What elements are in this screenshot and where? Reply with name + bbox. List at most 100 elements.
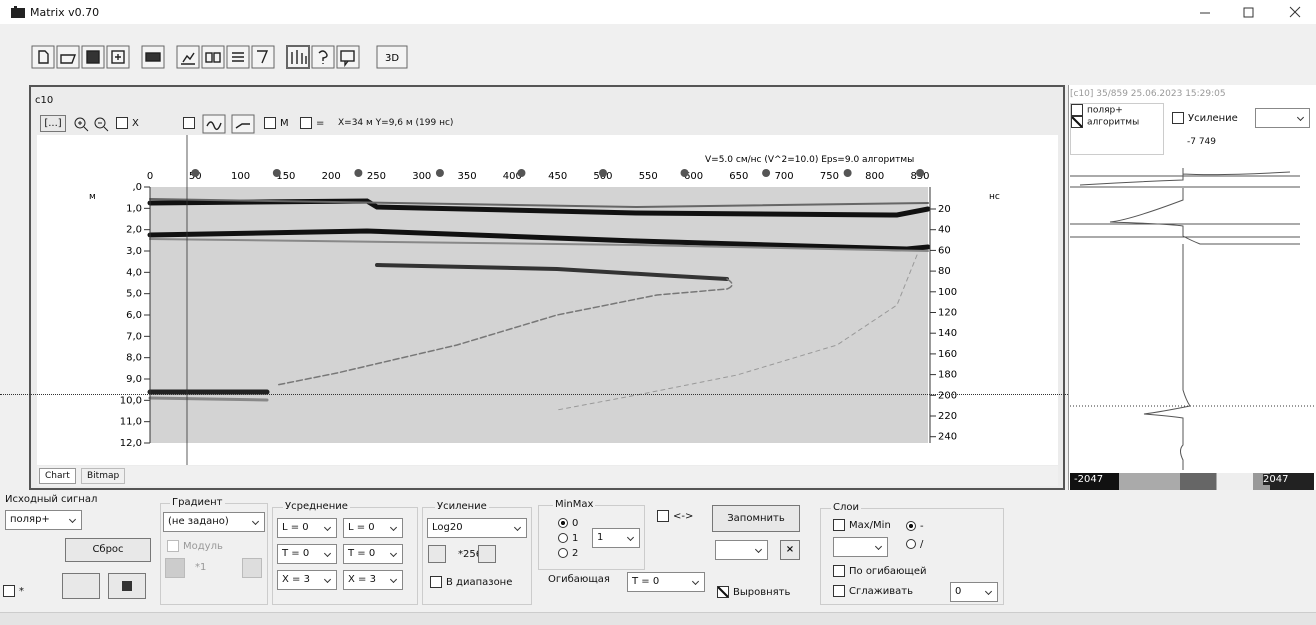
app-window: Matrix v0.70 3D c10 [...] X M = X=34 м Y… xyxy=(0,0,1316,625)
gain-select[interactable] xyxy=(1255,108,1310,128)
smooth-check[interactable]: Сглаживать xyxy=(833,585,913,597)
remember-select[interactable] xyxy=(715,540,768,560)
gain-group-label: Усиление xyxy=(435,501,489,512)
reset-button[interactable]: Сброс xyxy=(65,538,151,562)
time-tick-label: 200 xyxy=(938,390,957,401)
tab-strip: Chart Bitmap xyxy=(37,466,1058,486)
averaging-select[interactable]: X = 3 xyxy=(277,570,337,590)
polar-label: поляр+ xyxy=(1087,106,1123,116)
zoom-buttons[interactable] xyxy=(72,115,112,133)
x-tick-label: 100 xyxy=(231,171,250,182)
time-tick-label: 240 xyxy=(938,432,957,443)
averaging-select[interactable]: X = 3 xyxy=(343,570,403,590)
title-bar xyxy=(0,0,1316,24)
time-tick-label: 80 xyxy=(938,266,951,277)
clear-button[interactable]: × xyxy=(780,540,800,560)
x-tick-label: 750 xyxy=(820,171,839,182)
source-select[interactable]: поляр+ xyxy=(5,510,82,530)
gradient-minus[interactable] xyxy=(165,558,185,578)
time-tick-label: 160 xyxy=(938,349,957,360)
marker xyxy=(599,169,607,177)
depth-tick-label: 7,0 xyxy=(126,331,142,342)
range-check[interactable]: В диапазоне xyxy=(430,576,512,588)
gradient-plus[interactable] xyxy=(242,558,262,578)
marker xyxy=(191,169,199,177)
x-tick-label: 700 xyxy=(775,171,794,182)
averaging-select[interactable]: T = 0 xyxy=(277,544,337,564)
depth-tick-label: ,0 xyxy=(132,182,142,193)
time-tick-label: 60 xyxy=(938,245,951,256)
open-button[interactable] xyxy=(62,573,100,599)
save-button[interactable] xyxy=(108,573,146,599)
depth-tick-label: 5,0 xyxy=(126,289,142,300)
marker xyxy=(517,169,525,177)
smooth-select[interactable]: 0 xyxy=(950,582,998,602)
envelope-select[interactable]: T = 0 xyxy=(627,572,705,592)
radio-label: 2 xyxy=(572,548,578,559)
modulus-label: Модуль xyxy=(183,541,223,552)
x-tick-label: 800 xyxy=(865,171,884,182)
gradient-select[interactable]: (не задано) xyxy=(163,512,265,532)
source-label: Исходный сигнал xyxy=(5,494,97,505)
depth-unit: м xyxy=(89,192,96,202)
check-m[interactable]: M xyxy=(264,117,289,129)
averaging-select[interactable]: L = 0 xyxy=(343,518,403,538)
star-check[interactable]: * xyxy=(3,585,24,597)
layer-radio-1[interactable]: - xyxy=(906,521,924,532)
x-tick-label: 650 xyxy=(729,171,748,182)
marker xyxy=(354,169,362,177)
app-icon xyxy=(10,5,26,19)
x-tick-label: 350 xyxy=(458,171,477,182)
tab-chart[interactable]: Chart xyxy=(39,468,76,484)
window-controls[interactable] xyxy=(1190,4,1310,20)
tab-bitmap[interactable]: Bitmap xyxy=(81,468,125,484)
x-tick-label: 250 xyxy=(367,171,386,182)
by-envelope-check[interactable]: По огибающей xyxy=(833,565,926,577)
averaging-select[interactable]: T = 0 xyxy=(343,544,403,564)
remember-button[interactable]: Запомнить xyxy=(712,505,800,532)
check-blank[interactable] xyxy=(183,117,199,129)
toolbar[interactable]: 3D xyxy=(30,44,550,72)
depth-tick-label: 10,0 xyxy=(120,395,142,406)
x-tick-label: 450 xyxy=(548,171,567,182)
align-check[interactable]: Выровнять xyxy=(717,586,790,598)
gain-minus[interactable] xyxy=(428,545,446,563)
window-title: Matrix v0.70 xyxy=(30,6,99,19)
check-x[interactable]: X xyxy=(116,117,139,129)
maxmin-check[interactable]: Max/Min xyxy=(833,519,891,531)
minmax-select[interactable]: 1 xyxy=(592,528,640,548)
radio-label: / xyxy=(920,539,923,550)
check-eq[interactable]: = xyxy=(300,117,324,129)
minmax-radios[interactable]: 0 1 2 xyxy=(558,516,578,561)
gain-label: Усиление xyxy=(1188,113,1238,124)
star-label: * xyxy=(19,586,24,597)
line-buttons[interactable] xyxy=(202,114,262,134)
button-3d[interactable]: 3D xyxy=(385,53,399,64)
horizontal-scrollbar[interactable] xyxy=(0,612,1316,625)
averaging-label: Усреднение xyxy=(283,501,350,512)
time-unit: нс xyxy=(989,192,1000,202)
minmax-label: MinMax xyxy=(553,499,595,510)
layer-radio-2[interactable]: / xyxy=(906,539,923,550)
depth-tick-label: 3,0 xyxy=(126,246,142,257)
panel-name: c10 xyxy=(35,95,53,106)
scale-max: 2047 xyxy=(1263,474,1288,485)
x-tick-label: 200 xyxy=(322,171,341,182)
radargram-params: V=5.0 см/нс (V^2=10.0) Eps=9.0 алгоритмы xyxy=(705,155,914,165)
depth-tick-label: 8,0 xyxy=(126,353,142,364)
gradient-factor: *1 xyxy=(195,562,206,573)
time-tick-label: 180 xyxy=(938,370,957,381)
gradient-label: Градиент xyxy=(170,497,225,508)
time-tick-label: 140 xyxy=(938,328,957,339)
swap-check[interactable]: <-> xyxy=(657,510,693,522)
range-button[interactable]: [...] xyxy=(40,115,66,132)
cursor-readout: X=34 м Y=9,6 м (199 нс) xyxy=(338,118,453,128)
gain-plus[interactable] xyxy=(478,545,496,563)
layers-select[interactable] xyxy=(833,537,888,557)
modulus-check[interactable]: Модуль xyxy=(167,540,223,552)
averaging-select[interactable]: L = 0 xyxy=(277,518,337,538)
smooth-label: Сглаживать xyxy=(849,586,913,597)
radio-label: 1 xyxy=(572,533,578,544)
gain-mode-select[interactable]: Log20 xyxy=(427,518,527,538)
gain-check[interactable]: Усиление xyxy=(1172,112,1238,124)
